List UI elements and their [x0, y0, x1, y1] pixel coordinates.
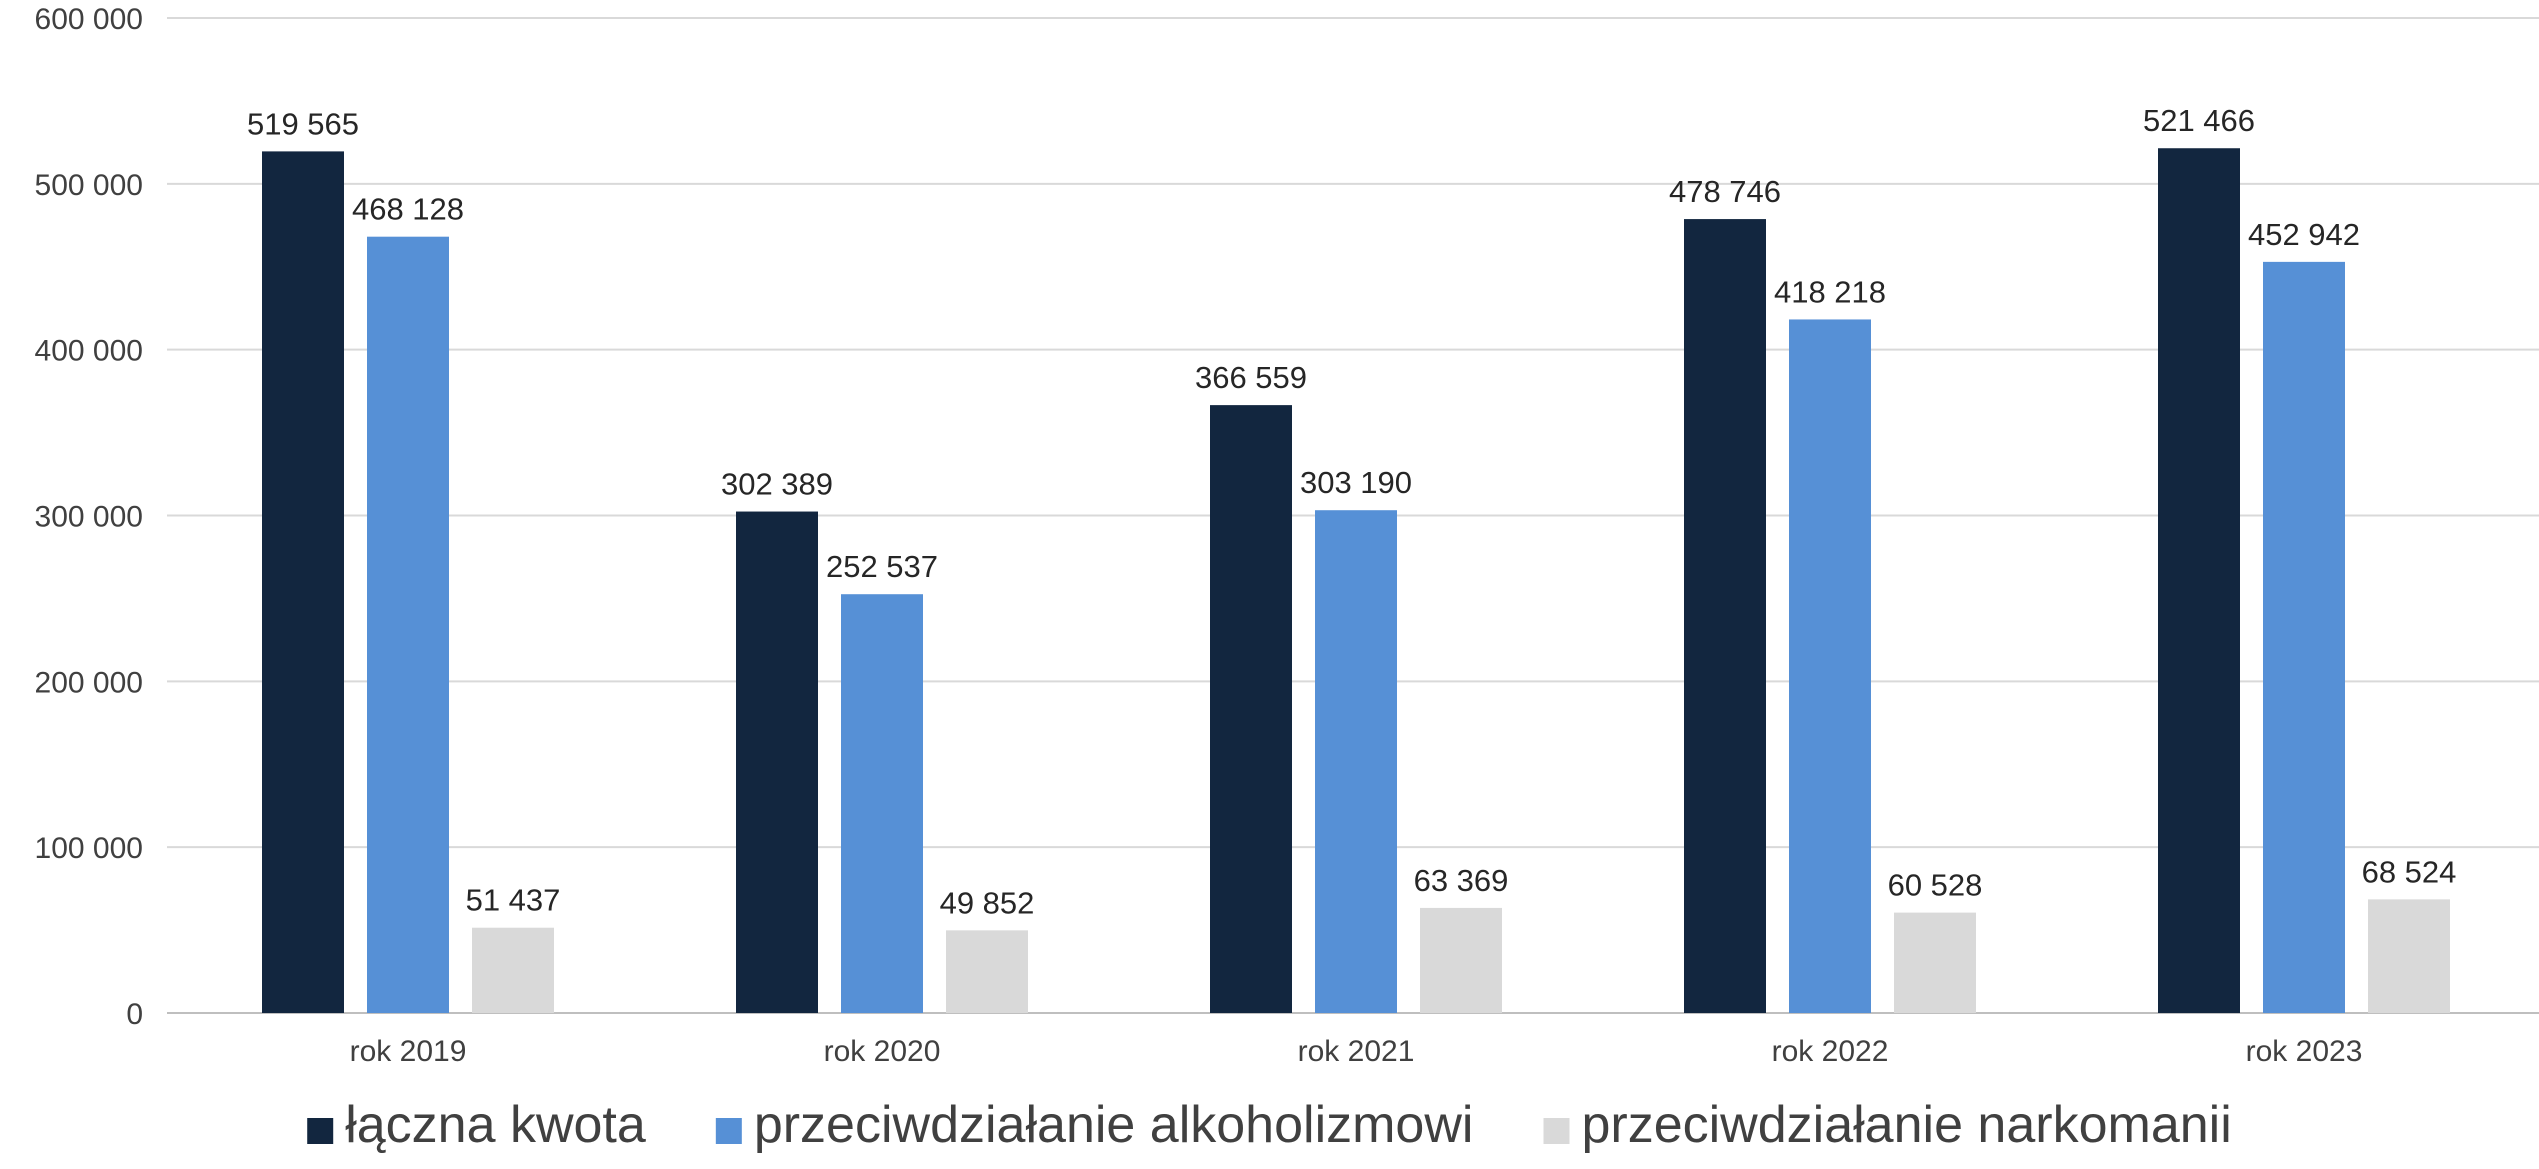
bar-łączna-kwota-rok-2019	[262, 151, 344, 1013]
y-tick-label: 600 000	[35, 3, 143, 36]
data-label: 468 128	[352, 192, 464, 227]
y-tick-label: 300 000	[35, 501, 143, 534]
legend-swatch	[1543, 1118, 1570, 1144]
x-tick-label: rok 2020	[824, 1035, 941, 1068]
legend-item-przeciwdziałanie-narkomanii: przeciwdziałanie narkomanii	[1543, 1096, 2232, 1154]
legend-item-przeciwdziałanie-alkoholizmowi: przeciwdziałanie alkoholizmowi	[715, 1096, 1474, 1154]
x-tick-label: rok 2019	[350, 1035, 467, 1068]
bar-przeciwdziałanie-narkomanii-rok-2019	[472, 927, 554, 1013]
legend: łączna kwota przeciwdziałanie alkoholizmo…	[307, 1096, 2232, 1154]
data-label: 60 528	[1888, 868, 1983, 903]
legend-label: przeciwdziałanie narkomanii	[1581, 1096, 2231, 1154]
bar-przeciwdziałanie-narkomanii-rok-2020	[946, 930, 1028, 1013]
data-label: 302 389	[721, 467, 833, 502]
legend-swatch	[715, 1118, 742, 1144]
x-tick-label: rok 2023	[2246, 1035, 2363, 1068]
data-label: 252 537	[826, 549, 938, 584]
legend-label: przeciwdziałanie alkoholizmowi	[754, 1096, 1474, 1154]
y-tick-label: 500 000	[35, 169, 143, 202]
bar-przeciwdziałanie-alkoholizmowi-rok-2023	[2263, 261, 2345, 1013]
bar-przeciwdziałanie-narkomanii-rok-2021	[1420, 907, 1502, 1013]
x-tick-label: rok 2021	[1298, 1035, 1415, 1068]
y-axis-ticks: 0 100 000 200 000 300 000 400 000 500 000 600 …	[35, 3, 143, 1031]
data-label: 452 942	[2248, 217, 2360, 252]
bar-przeciwdziałanie-alkoholizmowi-rok-2020	[841, 594, 923, 1013]
bars	[262, 148, 2450, 1014]
legend-item-łączna-kwota: łączna kwota	[307, 1096, 646, 1154]
data-label: 63 369	[1414, 863, 1509, 898]
data-label: 49 852	[940, 885, 1035, 920]
x-axis-ticks: rok 2019 rok 2020 rok 2021 rok 2022 rok 2023	[350, 1035, 2363, 1068]
data-label: 51 437	[466, 883, 561, 918]
legend-swatch	[307, 1118, 334, 1144]
bar-łączna-kwota-rok-2021	[1210, 405, 1292, 1013]
x-tick-label: rok 2022	[1772, 1035, 1889, 1068]
data-label: 519 565	[247, 106, 359, 141]
y-tick-label: 200 000	[35, 666, 143, 699]
bar-łączna-kwota-rok-2022	[1684, 219, 1766, 1014]
bar-łączna-kwota-rok-2023	[2158, 148, 2240, 1014]
bar-przeciwdziałanie-alkoholizmowi-rok-2021	[1315, 510, 1397, 1013]
data-labels: 519 565 468 128 51 437 302 389 252 537 49 852…	[247, 103, 2456, 920]
y-tick-label: 400 000	[35, 335, 143, 368]
legend-label: łączna kwota	[345, 1096, 646, 1154]
bar-przeciwdziałanie-alkoholizmowi-rok-2019	[367, 236, 449, 1013]
bar-przeciwdziałanie-narkomanii-rok-2023	[2368, 899, 2450, 1013]
y-tick-label: 100 000	[35, 832, 143, 865]
data-label: 366 559	[1195, 360, 1307, 395]
data-label: 521 466	[2143, 103, 2255, 138]
data-label: 418 218	[1774, 274, 1886, 309]
y-tick-label: 0	[126, 998, 143, 1031]
bar-przeciwdziałanie-narkomanii-rok-2022	[1894, 912, 1976, 1013]
data-label: 303 190	[1300, 465, 1412, 500]
data-label: 68 524	[2362, 854, 2457, 889]
data-label: 478 746	[1669, 174, 1781, 209]
bar-przeciwdziałanie-alkoholizmowi-rok-2022	[1789, 319, 1871, 1013]
bar-łączna-kwota-rok-2020	[736, 511, 818, 1013]
